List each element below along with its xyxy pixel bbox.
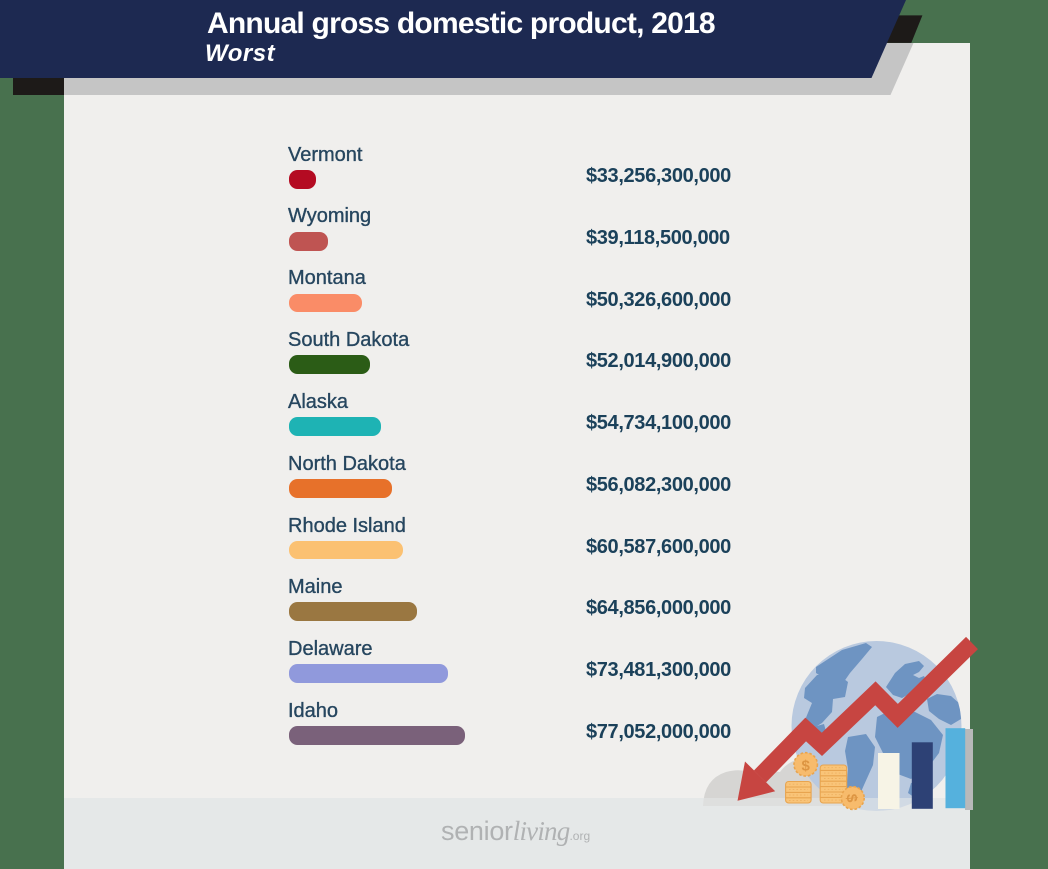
svg-text:$: $ (802, 757, 811, 774)
svg-text:$: $ (842, 793, 860, 803)
